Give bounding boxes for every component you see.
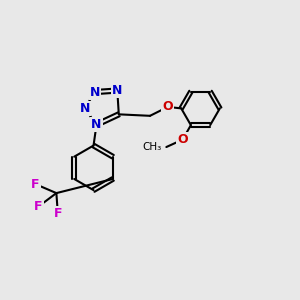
Text: F: F bbox=[31, 178, 40, 191]
Text: N: N bbox=[91, 118, 102, 131]
Text: N: N bbox=[112, 84, 122, 97]
Text: F: F bbox=[54, 207, 62, 220]
Text: F: F bbox=[34, 200, 43, 213]
Text: N: N bbox=[80, 102, 90, 115]
Text: CH₃: CH₃ bbox=[142, 142, 162, 152]
Text: O: O bbox=[177, 133, 188, 146]
Text: N: N bbox=[90, 85, 100, 98]
Text: O: O bbox=[163, 100, 173, 113]
